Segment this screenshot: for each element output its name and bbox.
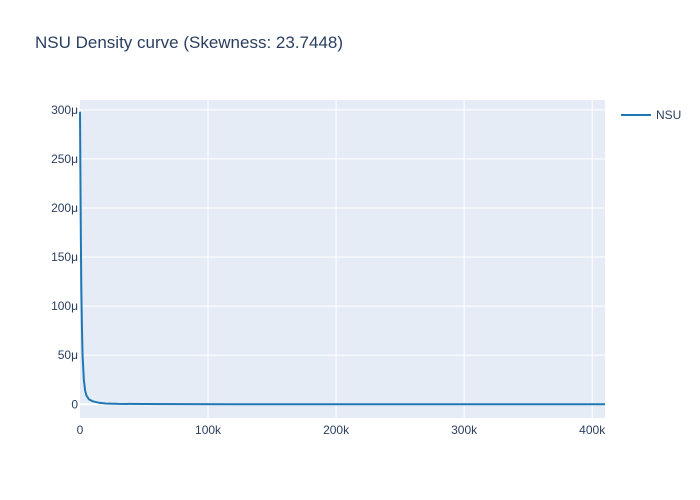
legend[interactable]: NSU [621,108,681,122]
x-tick-label: 0 [77,423,84,437]
x-axis-ticks: 0 100k 200k 300k 400k [77,423,607,437]
y-tick-label: 200μ [51,201,78,215]
y-tick-label: 150μ [51,250,78,264]
y-tick-label: 300μ [51,103,78,117]
legend-label-nsu: NSU [656,108,681,122]
y-axis-ticks: 0 50μ 100μ 150μ 200μ 250μ 300μ [51,103,78,411]
chart-title: NSU Density curve (Skewness: 23.7448) [35,33,344,52]
y-tick-label: 50μ [58,348,78,362]
y-tick-label: 0 [71,397,78,411]
series-line-nsu[interactable] [79,111,606,406]
x-tick-label: 100k [195,423,222,437]
y-tick-label: 100μ [51,299,78,313]
x-tick-label: 200k [323,423,350,437]
y-tick-label: 250μ [51,152,78,166]
x-tick-label: 400k [579,423,606,437]
x-tick-label: 300k [451,423,478,437]
plot-background [80,100,605,418]
series-lines [79,111,606,406]
